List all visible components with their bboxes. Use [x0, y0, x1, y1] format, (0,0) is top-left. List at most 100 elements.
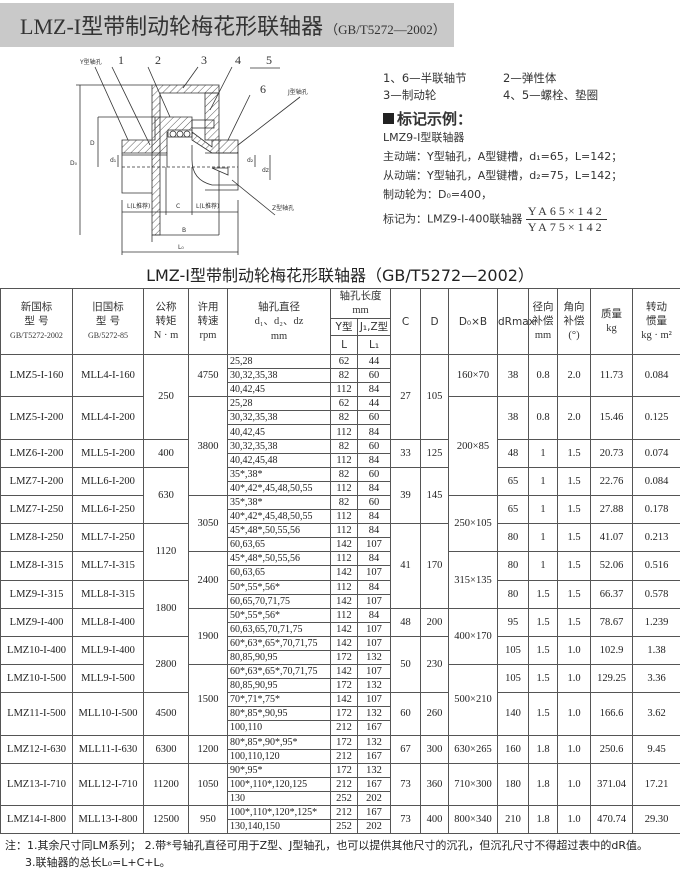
- y-length-cell: 212: [331, 749, 358, 763]
- d-cell: 300: [421, 735, 449, 763]
- y-length-cell: 112: [331, 510, 358, 524]
- angular-comp-cell: 1.5: [558, 467, 591, 495]
- y-bore-label: Y型轴孔: [79, 58, 102, 66]
- mass-cell: 20.73: [591, 439, 633, 467]
- y-length-cell: 62: [331, 355, 358, 369]
- example-line: 制动轮为：D₀=400，: [383, 185, 622, 204]
- d0b-cell: 500×210: [449, 665, 498, 735]
- part-label-5: 5: [266, 53, 272, 67]
- part-label-3: 3: [201, 53, 207, 67]
- bore-diameter-cell: 80,85,90,95: [228, 650, 331, 664]
- bore-diameter-cell: 100*,110*,120*,125*: [228, 806, 331, 820]
- y-length-cell: 172: [331, 763, 358, 777]
- radial-comp-cell: 1.5: [529, 693, 558, 735]
- jz-length-cell: 60: [358, 467, 391, 481]
- new-model-cell: LMZ6-I-200: [1, 439, 73, 467]
- bore-diameter-cell: 100*,110*,120,125: [228, 777, 331, 791]
- inertia-cell: 0.084: [633, 467, 680, 495]
- coupling-drawing: 1 2 3 4 5 6 Y型轴孔 J型轴孔 Z型轴孔 L(L推荐) C L(L推…: [0, 50, 360, 260]
- dr-max-cell: 80: [498, 524, 529, 552]
- drum-flange: [205, 93, 219, 140]
- jz-length-cell: 107: [358, 566, 391, 580]
- jz-length-cell: 60: [358, 495, 391, 509]
- dim-d0: D₀: [70, 160, 78, 167]
- standard-code: （GB/T5272—2002）: [325, 19, 446, 38]
- jz-length-cell: 132: [358, 707, 391, 721]
- speed-cell: 4750: [189, 355, 228, 397]
- c-cell: 41: [391, 524, 421, 609]
- inertia-cell: 9.45: [633, 735, 680, 763]
- c-cell: 73: [391, 763, 421, 805]
- bore-diameter-cell: 45*,48*,50,55,56: [228, 524, 331, 538]
- c-cell: 50: [391, 636, 421, 692]
- legend-panel: 1、6—半联轴节 2—弹性体 3—制动轮 4、5—螺栓、垫圈 标记示例： LMZ…: [383, 70, 622, 235]
- mass-cell: 52.06: [591, 552, 633, 580]
- torque-cell: 250: [144, 355, 189, 440]
- mass-cell: 166.6: [591, 693, 633, 735]
- angular-comp-cell: 1.0: [558, 806, 591, 834]
- y-length-cell: 112: [331, 481, 358, 495]
- new-model-cell: LMZ8-I-250: [1, 524, 73, 552]
- inertia-cell: 3.36: [633, 665, 680, 693]
- speed-cell: 950: [189, 806, 228, 834]
- part-label-2: 2: [155, 53, 161, 67]
- old-model-cell: MLL9-I-400: [73, 636, 144, 664]
- speed-cell: 3800: [189, 397, 228, 496]
- page-title: LMZ-I型带制动轮梅花形联轴器: [20, 9, 323, 41]
- dim-l0: L₀: [178, 244, 184, 251]
- old-model-cell: MLL7-I-250: [73, 524, 144, 552]
- bore-diameter-cell: 45*,48*,50,55,56: [228, 552, 331, 566]
- jz-length-cell: 202: [358, 820, 391, 834]
- mass-cell: 15.46: [591, 397, 633, 439]
- bore-diameter-cell: 60,63,65: [228, 538, 331, 552]
- header-dr-max: dRmax: [498, 289, 529, 355]
- new-model-cell: LMZ8-I-315: [1, 552, 73, 580]
- y-length-cell: 112: [331, 453, 358, 467]
- y-length-cell: 142: [331, 665, 358, 679]
- jz-length-cell: 84: [358, 552, 391, 566]
- dr-max-cell: 160: [498, 735, 529, 763]
- old-model-cell: MLL9-I-500: [73, 665, 144, 693]
- header-c: C: [391, 289, 421, 355]
- jz-length-cell: 44: [358, 397, 391, 411]
- bore-diameter-cell: 30,32,35,38: [228, 369, 331, 383]
- bore-diameter-cell: 40*,42*,45,48,50,55: [228, 510, 331, 524]
- torque-cell: 12500: [144, 806, 189, 834]
- y-length-cell: 82: [331, 369, 358, 383]
- d0b-cell: 710×300: [449, 763, 498, 805]
- bore-diameter-cell: 40,42,45,48: [228, 453, 331, 467]
- radial-comp-cell: 0.8: [529, 355, 558, 397]
- y-length-cell: 172: [331, 707, 358, 721]
- torque-cell: 4500: [144, 693, 189, 735]
- y-length-cell: 142: [331, 538, 358, 552]
- d0b-cell: 200×85: [449, 397, 498, 496]
- old-model-cell: MLL11-I-630: [73, 735, 144, 763]
- part-desc: 2—弹性体: [503, 70, 556, 87]
- y-length-cell: 252: [331, 820, 358, 834]
- y-length-cell: 82: [331, 495, 358, 509]
- mass-cell: 102.9: [591, 636, 633, 664]
- radial-comp-cell: 1: [529, 467, 558, 495]
- bore-diameter-cell: 25,28: [228, 355, 331, 369]
- note-line: 3.联轴器的总长L₀=L+C+L。: [5, 854, 680, 871]
- new-model-cell: LMZ7-I-200: [1, 467, 73, 495]
- angular-comp-cell: 1.0: [558, 693, 591, 735]
- d0b-cell: 400×170: [449, 608, 498, 664]
- inertia-cell: 1.239: [633, 608, 680, 636]
- y-length-cell: 142: [331, 594, 358, 608]
- d-cell: 145: [421, 467, 449, 523]
- fraction-denominator: YA75×142: [526, 220, 607, 235]
- angular-comp-cell: 2.0: [558, 397, 591, 439]
- radial-comp-cell: 0.8: [529, 397, 558, 439]
- jz-length-cell: 167: [358, 806, 391, 820]
- mass-cell: 250.6: [591, 735, 633, 763]
- d-cell: 200: [421, 608, 449, 636]
- mass-cell: 371.04: [591, 763, 633, 805]
- jz-length-cell: 132: [358, 679, 391, 693]
- new-model-cell: LMZ5-I-200: [1, 397, 73, 439]
